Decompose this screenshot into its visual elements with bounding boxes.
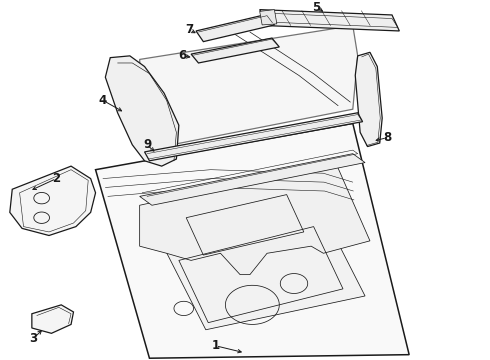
Polygon shape (32, 305, 74, 333)
Polygon shape (196, 14, 274, 42)
Polygon shape (140, 163, 370, 275)
Text: 7: 7 (186, 23, 194, 36)
Polygon shape (105, 56, 179, 166)
Polygon shape (140, 154, 365, 205)
Text: 8: 8 (383, 131, 391, 144)
Polygon shape (140, 26, 358, 150)
Polygon shape (191, 38, 279, 63)
Text: 1: 1 (212, 339, 220, 352)
Text: 9: 9 (143, 138, 151, 151)
Polygon shape (10, 166, 96, 235)
Polygon shape (164, 214, 365, 330)
Text: 3: 3 (29, 332, 37, 345)
Polygon shape (260, 10, 277, 25)
Text: 6: 6 (179, 49, 187, 62)
Polygon shape (96, 123, 409, 358)
Polygon shape (145, 113, 363, 161)
Polygon shape (355, 52, 382, 147)
Polygon shape (260, 10, 399, 31)
Text: 2: 2 (52, 172, 60, 185)
Text: 5: 5 (312, 1, 320, 14)
Text: 4: 4 (99, 94, 107, 107)
